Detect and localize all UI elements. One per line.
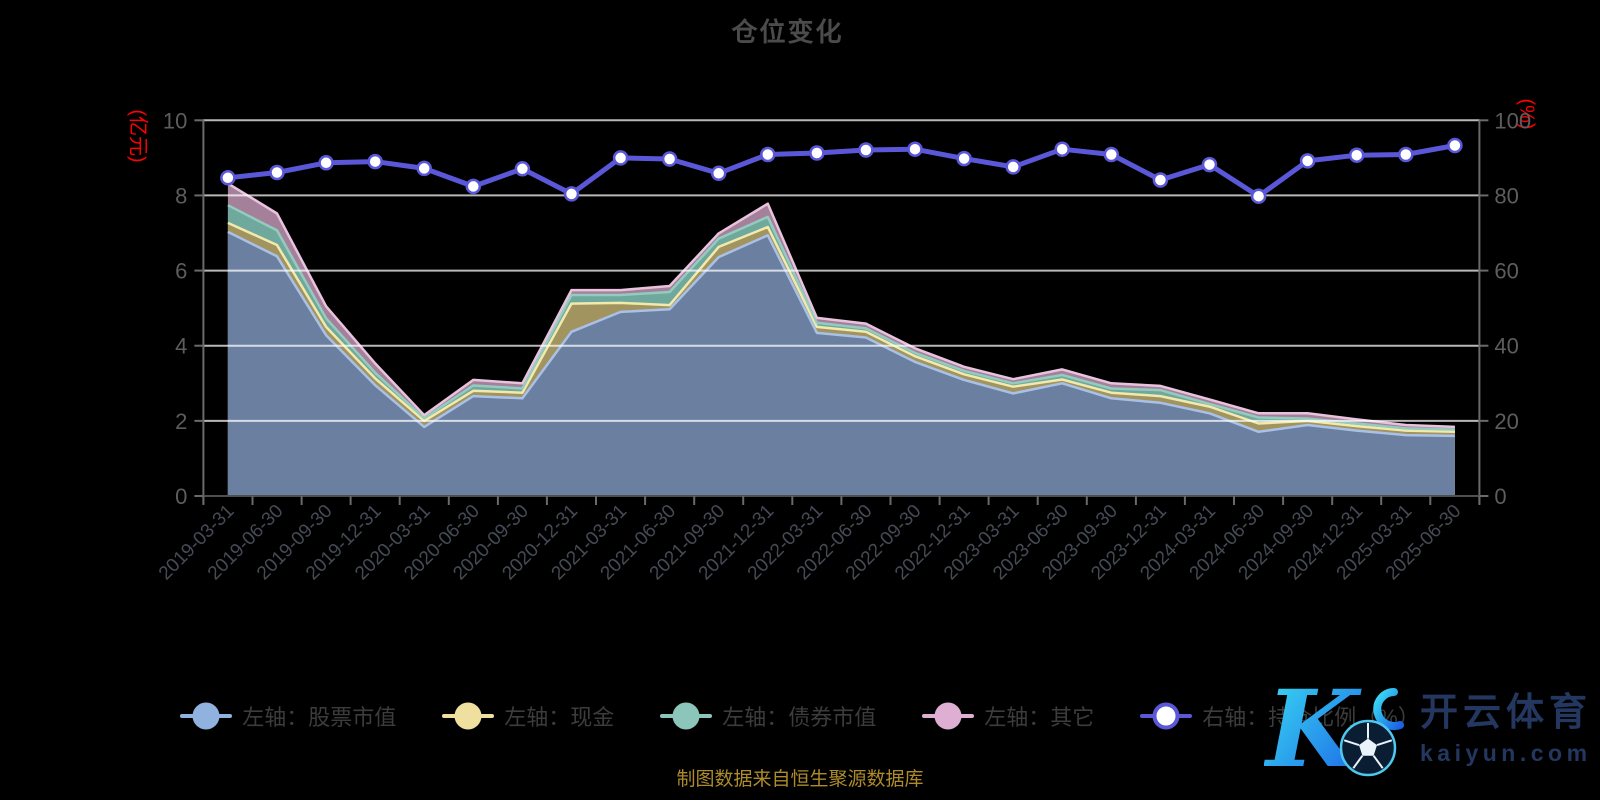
y-axis-right-tick-label: 0 [1494, 484, 1506, 509]
chart-title: 仓位变化 [731, 17, 844, 47]
legend-marker-ratio-icon [1140, 702, 1193, 730]
ratio-point[interactable] [1299, 153, 1316, 169]
ratio-point[interactable] [1250, 188, 1267, 204]
y-axis-right-tick-label: 100 [1494, 108, 1531, 133]
legend-marker-other-icon [922, 702, 975, 730]
y-axis-right-tick-label: 40 [1494, 334, 1518, 359]
stacked-area-series[interactable] [227, 182, 1455, 496]
ratio-point[interactable] [661, 151, 678, 167]
legend-item-stock[interactable]: 左轴：股票市值 [180, 700, 396, 732]
x-axis-labels: 2019-03-312019-06-302019-09-302019-12-31… [155, 501, 1466, 585]
legend-label: 左轴：股票市值 [242, 705, 397, 730]
ratio-point[interactable] [612, 150, 629, 166]
kaiyun-k-mark: K [1264, 674, 1404, 786]
ratio-point[interactable] [858, 142, 874, 158]
ratio-point[interactable] [269, 164, 285, 181]
y-axis-left-tick-label: 0 [175, 484, 187, 509]
ratio-point[interactable] [220, 170, 236, 186]
ratio-point[interactable] [956, 150, 972, 167]
kaiyun-logo[interactable]: K 开云体育 kaiyun.com [1264, 674, 1592, 786]
legend-marker-bond-icon [660, 702, 713, 730]
ratio-point[interactable] [907, 141, 923, 157]
y-axis-left-tick-label: 10 [163, 108, 187, 133]
legend-marker-stock-icon [180, 702, 233, 730]
y-axis-left-tick-label: 6 [175, 259, 187, 284]
legend-label: 左轴：其它 [984, 705, 1095, 730]
ratio-line [227, 143, 1456, 199]
k-letter: K [1264, 674, 1362, 786]
gridlines [203, 119, 1480, 422]
ratio-point[interactable] [514, 161, 531, 177]
ratio-point[interactable] [1152, 172, 1169, 188]
area-stock[interactable] [227, 231, 1455, 496]
brand-name: 开云体育 [1419, 692, 1592, 735]
y-axis-left-tick-label: 8 [175, 183, 187, 208]
ratio-point[interactable] [1054, 141, 1070, 157]
data-source-note: 制图数据来自恒生聚源数据库 [676, 769, 924, 790]
ratio-point[interactable] [465, 178, 482, 195]
ratio-point[interactable] [1398, 146, 1414, 163]
chart-legend: 左轴：股票市值 左轴：现金 左轴：债券市值 左轴：其它 右轴：持仓比例（%） [0, 700, 1600, 732]
ratio-line-series[interactable] [220, 137, 1463, 204]
y-axis-left-tick-label: 4 [175, 334, 187, 359]
legend-marker-cash-icon [442, 702, 495, 730]
y-axis-right-tick-label: 20 [1494, 409, 1518, 434]
brand-domain: kaiyun.com [1419, 739, 1592, 766]
legend-label: 左轴：债券市值 [722, 705, 877, 730]
ratio-point[interactable] [1005, 159, 1021, 175]
ratio-point[interactable] [1103, 146, 1120, 163]
area-edge-bond [227, 204, 1455, 431]
legend-item-bond[interactable]: 左轴：债券市值 [660, 700, 876, 732]
y-axis-left-tick-label: 2 [175, 409, 187, 434]
ratio-point[interactable] [1201, 156, 1218, 173]
ratio-point[interactable] [1447, 137, 1463, 154]
ratio-point[interactable] [367, 153, 383, 170]
ratio-point[interactable] [1348, 147, 1365, 163]
y-axis-right-tick-label: 80 [1494, 183, 1518, 208]
legend-item-other[interactable]: 左轴：其它 [922, 700, 1094, 732]
ratio-point[interactable] [563, 186, 580, 202]
area-edge-other [227, 182, 1455, 429]
swirl-icon [1373, 688, 1404, 730]
legend-item-cash[interactable]: 左轴：现金 [442, 700, 614, 732]
stacked-area-line-chart[interactable]: 02468100204060801002019-03-312019-06-302… [0, 0, 1600, 650]
ratio-point[interactable] [318, 155, 334, 171]
ratio-point[interactable] [809, 145, 825, 161]
ratio-point[interactable] [710, 165, 727, 182]
y-axis-right-tick-label: 60 [1494, 259, 1518, 284]
ratio-point[interactable] [416, 160, 432, 177]
ratio-point[interactable] [760, 146, 776, 163]
legend-label: 左轴：现金 [504, 705, 615, 730]
soccer-ball-icon [1339, 719, 1397, 777]
logo-text: 开云体育 kaiyun.com [1419, 692, 1592, 767]
